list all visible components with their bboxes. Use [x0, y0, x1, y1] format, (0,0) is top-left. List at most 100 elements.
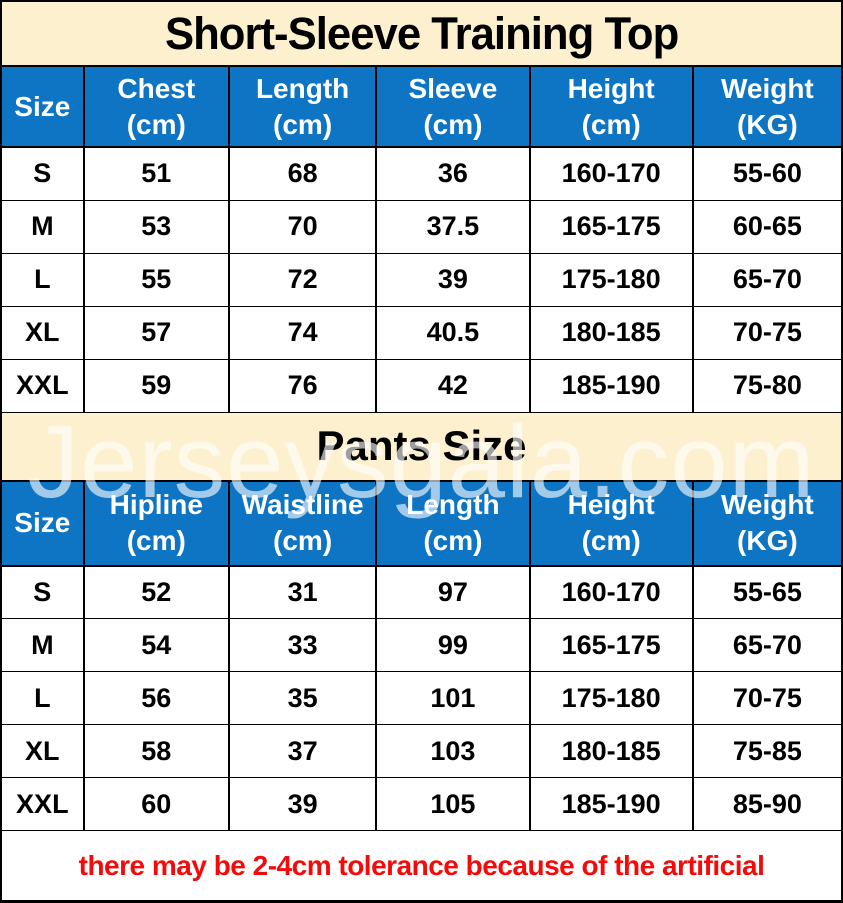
- size-label-cell: L: [2, 671, 85, 725]
- measurement-cell: 165-175: [528, 618, 694, 672]
- col-header-label: Weight: [720, 489, 814, 520]
- col-header-weight: Weight (KG): [691, 67, 841, 148]
- table-row: XXL 59 76 42 185-190 75-80: [2, 358, 841, 413]
- col-header-unit: (cm): [423, 525, 483, 556]
- measurement-cell: 33: [227, 618, 378, 672]
- measurement-cell: 36: [375, 146, 531, 201]
- top-table-body: S 51 68 36 160-170 55-60 M 53 70 37.5 165-175 60-65…: [2, 146, 841, 413]
- table-row: XL 57 74 40.5 180-185 70-75: [2, 305, 841, 360]
- col-header-label: Size: [14, 507, 71, 538]
- col-header-size: Size: [2, 67, 85, 148]
- pants-size-table: Size Hipline (cm) Waistline (cm) Length …: [2, 481, 841, 831]
- measurement-cell: 65-70: [691, 252, 841, 307]
- size-label-cell: XL: [2, 305, 85, 360]
- measurement-cell: 51: [82, 146, 230, 201]
- measurement-cell: 99: [375, 618, 531, 672]
- table-row: S 51 68 36 160-170 55-60: [2, 146, 841, 201]
- size-label-cell: L: [2, 252, 85, 307]
- measurement-cell: 74: [227, 305, 378, 360]
- measurement-cell: 55: [82, 252, 230, 307]
- measurement-cell: 75-85: [691, 724, 841, 778]
- measurement-cell: 35: [227, 671, 378, 725]
- measurement-cell: 185-190: [528, 358, 694, 413]
- table-row: L 55 72 39 175-180 65-70: [2, 252, 841, 307]
- col-header-label: Length: [406, 489, 500, 520]
- measurement-cell: 180-185: [528, 305, 694, 360]
- tolerance-note: there may be 2-4cm tolerance because of …: [2, 831, 841, 900]
- measurement-cell: 75-80: [691, 358, 841, 413]
- measurement-cell: 39: [227, 777, 378, 831]
- measurement-cell: 55-65: [691, 565, 841, 619]
- measurement-cell: 70-75: [691, 305, 841, 360]
- col-header-height: Height (cm): [528, 481, 694, 567]
- table-row: M 53 70 37.5 165-175 60-65: [2, 199, 841, 254]
- measurement-cell: 37: [227, 724, 378, 778]
- top-size-table: Size Chest (cm) Length (cm) Sleeve (cm) …: [2, 67, 841, 413]
- measurement-cell: 42: [375, 358, 531, 413]
- col-header-unit: (KG): [737, 525, 798, 556]
- size-label-cell: S: [2, 146, 85, 201]
- measurement-cell: 101: [375, 671, 531, 725]
- col-header-unit: (KG): [737, 108, 798, 140]
- measurement-cell: 160-170: [528, 565, 694, 619]
- measurement-cell: 58: [82, 724, 230, 778]
- measurement-cell: 39: [375, 252, 531, 307]
- col-header-chest: Chest (cm): [82, 67, 230, 148]
- col-header-label: Chest: [117, 72, 196, 104]
- table-row: S 52 31 97 160-170 55-65: [2, 565, 841, 619]
- size-label-cell: XL: [2, 724, 85, 778]
- col-header-label: Size: [14, 90, 71, 122]
- measurement-cell: 180-185: [528, 724, 694, 778]
- col-header-unit: (cm): [126, 108, 186, 140]
- table-row: XXL 60 39 105 185-190 85-90: [2, 777, 841, 831]
- measurement-cell: 165-175: [528, 199, 694, 254]
- col-header-label: Weight: [720, 72, 814, 104]
- size-label-cell: M: [2, 618, 85, 672]
- top-table-header-row: Size Chest (cm) Length (cm) Sleeve (cm) …: [2, 67, 841, 148]
- measurement-cell: 31: [227, 565, 378, 619]
- table-row: XL 58 37 103 180-185 75-85: [2, 724, 841, 778]
- col-header-label: Length: [255, 72, 350, 104]
- measurement-cell: 55-60: [691, 146, 841, 201]
- measurement-cell: 85-90: [691, 777, 841, 831]
- measurement-cell: 70: [227, 199, 378, 254]
- col-header-length: Length (cm): [227, 67, 378, 148]
- col-header-label: Waistline: [241, 489, 364, 520]
- measurement-cell: 60-65: [691, 199, 841, 254]
- measurement-cell: 160-170: [528, 146, 694, 201]
- col-header-size: Size: [2, 481, 85, 567]
- col-header-unit: (cm): [273, 108, 333, 140]
- col-header-unit: (cm): [581, 525, 641, 556]
- col-header-unit: (cm): [273, 525, 333, 556]
- col-header-unit: (cm): [126, 525, 186, 556]
- measurement-cell: 72: [227, 252, 378, 307]
- measurement-cell: 52: [82, 565, 230, 619]
- measurement-cell: 175-180: [528, 671, 694, 725]
- size-label-cell: XXL: [2, 358, 85, 413]
- col-header-label: Height: [567, 489, 655, 520]
- col-header-unit: (cm): [581, 108, 641, 140]
- measurement-cell: 59: [82, 358, 230, 413]
- col-header-unit: (cm): [423, 108, 483, 140]
- measurement-cell: 70-75: [691, 671, 841, 725]
- col-header-height: Height (cm): [528, 67, 694, 148]
- size-label-cell: XXL: [2, 777, 85, 831]
- col-header-sleeve: Sleeve (cm): [375, 67, 531, 148]
- top-title-banner: Short-Sleeve Training Top: [2, 2, 841, 67]
- measurement-cell: 185-190: [528, 777, 694, 831]
- measurement-cell: 65-70: [691, 618, 841, 672]
- measurement-cell: 56: [82, 671, 230, 725]
- pants-table-body: S 52 31 97 160-170 55-65 M 54 33 99 165-175 65-70 L 5…: [2, 565, 841, 831]
- col-header-hipline: Hipline (cm): [82, 481, 230, 567]
- measurement-cell: 68: [227, 146, 378, 201]
- size-label-cell: S: [2, 565, 85, 619]
- col-header-waistline: Waistline (cm): [227, 481, 378, 567]
- table-row: M 54 33 99 165-175 65-70: [2, 618, 841, 672]
- measurement-cell: 37.5: [375, 199, 531, 254]
- col-header-label: Hipline: [109, 489, 203, 520]
- measurement-cell: 103: [375, 724, 531, 778]
- pants-section-title: Pants Size: [316, 422, 527, 469]
- page-title: Short-Sleeve Training Top: [164, 7, 679, 59]
- measurement-cell: 76: [227, 358, 378, 413]
